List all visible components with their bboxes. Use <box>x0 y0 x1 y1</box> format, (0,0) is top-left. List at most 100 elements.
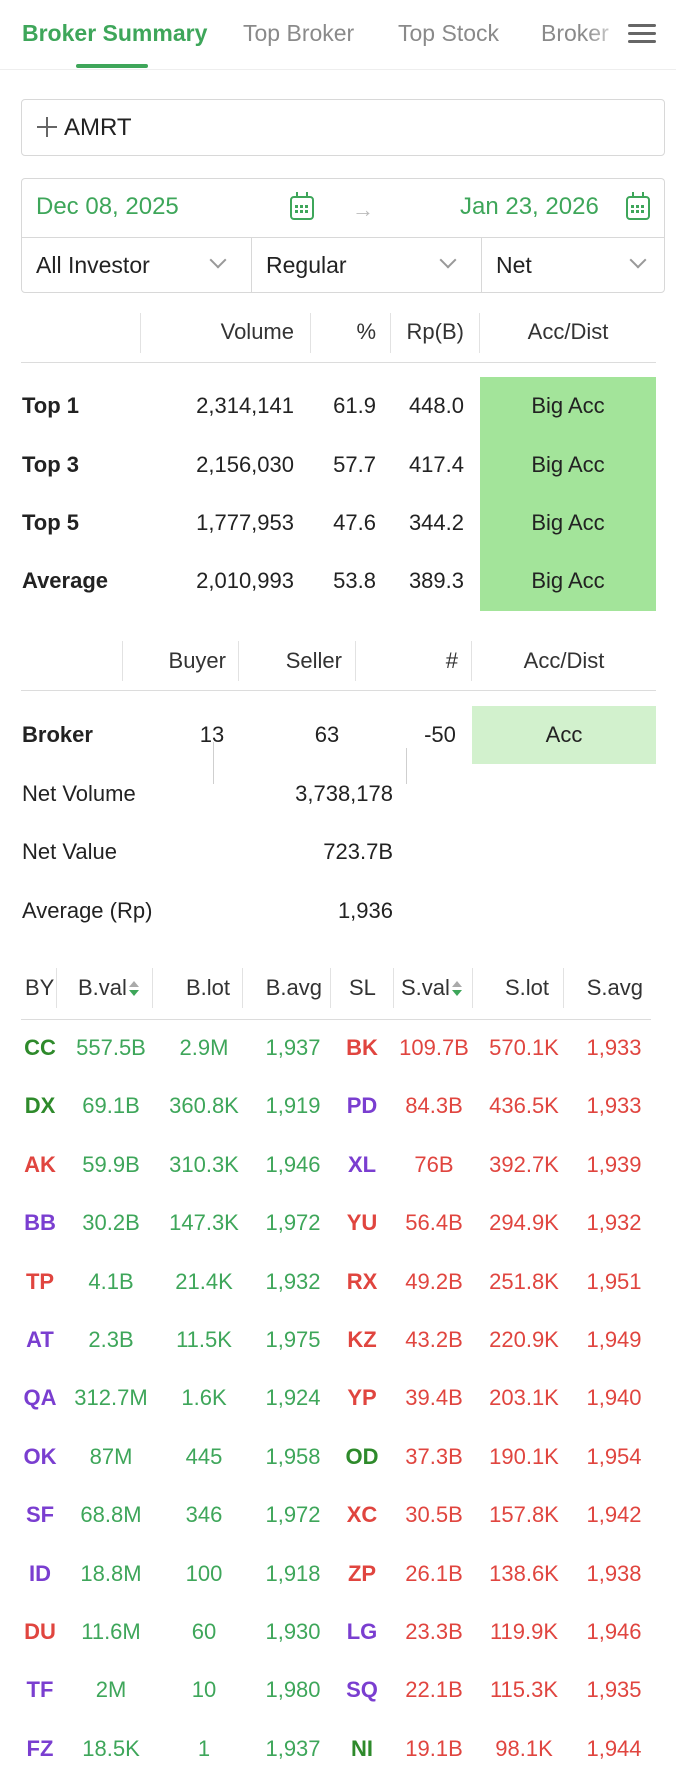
table-row[interactable]: AK 59.9B 310.3K 1,946 XL 76B 392.7K 1,939 <box>0 1152 676 1210</box>
sell-average: 1,944 <box>586 1735 642 1761</box>
buyer-broker-code[interactable]: DX <box>24 1093 56 1119</box>
date-to[interactable]: Jan 23, 2026 <box>460 193 599 220</box>
volume-value: 2,010,993 <box>196 568 294 593</box>
column-divider <box>471 641 472 681</box>
calendar-icon[interactable] <box>626 192 650 220</box>
seller-broker-code[interactable]: RX <box>346 1268 378 1294</box>
table-row[interactable]: DX 69.1B 360.8K 1,919 PD 84.3B 436.5K 1,933 <box>0 1093 676 1151</box>
buyer-broker-code[interactable]: DU <box>24 1619 56 1644</box>
date-from[interactable]: Dec 08, 2025 <box>36 193 179 220</box>
table-row[interactable]: CC 557.5B 2.9M 1,937 BK 109.7B 570.1K 1,933 <box>0 1035 676 1093</box>
accdist-value: Big Acc <box>531 510 605 535</box>
plus-icon <box>36 116 58 138</box>
column-divider <box>390 313 391 353</box>
seller-broker-code[interactable]: ZP <box>347 1560 377 1586</box>
market-select[interactable]: Regular <box>252 238 482 293</box>
buyer-broker-code[interactable]: QA <box>23 1385 57 1411</box>
buy-lot: 1 <box>197 1735 211 1761</box>
buy-value: 18.5K <box>82 1735 140 1761</box>
buyer-broker-code[interactable]: FZ <box>26 1735 54 1761</box>
header-bval[interactable]: B.val <box>78 975 139 1001</box>
buy-lot: 147.3K <box>169 1210 239 1236</box>
buy-average: 1,972 <box>265 1502 321 1528</box>
calendar-icon[interactable] <box>290 192 314 220</box>
table-row[interactable]: TF 2M 10 1,980 SQ 22.1B 115.3K 1,935 <box>0 1677 676 1735</box>
buyer-broker-code[interactable]: SF <box>25 1502 55 1528</box>
active-tab-indicator <box>76 64 148 68</box>
sell-lot: 190.1K <box>489 1443 559 1469</box>
column-divider <box>56 968 57 1008</box>
buy-value: 11.6M <box>81 1619 141 1644</box>
table-row[interactable]: BB 30.2B 147.3K 1,972 YU 56.4B 294.9K 1,932 <box>0 1210 676 1268</box>
sell-average: 1,942 <box>586 1502 642 1528</box>
tab-top-broker[interactable]: Top Broker <box>243 20 355 46</box>
seller-broker-code[interactable]: YU <box>346 1210 378 1236</box>
table-row[interactable]: QA 312.7M 1.6K 1,924 YP 39.4B 203.1K 1,940 <box>0 1385 676 1443</box>
header-accdist: Acc/Dist <box>523 648 605 673</box>
column-divider <box>563 968 564 1008</box>
seller-broker-code[interactable]: YP <box>347 1385 377 1411</box>
chevron-down-icon <box>629 251 647 269</box>
buy-value: 2M <box>95 1677 127 1703</box>
header-by: BY <box>25 975 55 1000</box>
buy-lot: 11.5K <box>176 1327 232 1352</box>
mode-select[interactable]: Net <box>482 238 666 293</box>
buy-lot: 310.3K <box>169 1151 239 1177</box>
investor-select[interactable]: All Investor <box>22 238 252 293</box>
stock-code: AMRT <box>64 114 132 141</box>
broker-label: Broker <box>22 722 93 747</box>
buyer-broker-code[interactable]: CC <box>24 1035 56 1060</box>
header-count: # <box>445 648 458 673</box>
table-row[interactable]: FZ 18.5K 1 1,937 NI 19.1B 98.1K 1,944 <box>0 1736 676 1784</box>
buy-value: 59.9B <box>82 1151 140 1177</box>
buyer-broker-code[interactable]: ID <box>29 1560 51 1586</box>
table-row[interactable]: AT 2.3B 11.5K 1,975 KZ 43.2B 220.9K 1,949 <box>0 1327 676 1385</box>
sell-value: 39.4B <box>405 1385 463 1411</box>
menu-icon[interactable] <box>628 24 656 46</box>
tab-top-stock[interactable]: Top Stock <box>398 20 499 46</box>
seller-count: 63 <box>314 722 340 747</box>
header-rp: Rp(B) <box>406 319 464 344</box>
column-divider <box>238 641 239 681</box>
acc-dist-highlight <box>472 706 656 764</box>
buyer-broker-code[interactable]: AT <box>26 1327 54 1352</box>
pct-value: 57.7 <box>333 452 376 477</box>
buyer-broker-code[interactable]: TP <box>25 1268 55 1294</box>
table-row[interactable]: SF 68.8M 346 1,972 XC 30.5B 157.8K 1,942 <box>0 1502 676 1560</box>
seller-broker-code[interactable]: PD <box>346 1093 378 1119</box>
accdist-value: Acc <box>545 722 583 747</box>
column-divider <box>152 968 153 1008</box>
sell-lot: 436.5K <box>489 1093 559 1119</box>
seller-broker-code[interactable]: NI <box>351 1735 373 1761</box>
table-row[interactable]: TP 4.1B 21.4K 1,932 RX 49.2B 251.8K 1,951 <box>0 1269 676 1327</box>
buyer-broker-code[interactable]: OK <box>23 1443 57 1469</box>
seller-broker-code[interactable]: XL <box>347 1151 377 1177</box>
rp-value: 344.2 <box>408 510 464 535</box>
tab-broker-summary[interactable]: Broker Summary <box>22 20 208 46</box>
buy-average: 1,937 <box>265 1035 321 1060</box>
net-value-value: 723.7B <box>323 839 393 864</box>
buy-average: 1,930 <box>265 1619 321 1644</box>
buyer-broker-code[interactable]: AK <box>24 1151 56 1177</box>
seller-broker-code[interactable]: LG <box>346 1619 378 1644</box>
accdist-value: Big Acc <box>531 452 605 477</box>
seller-broker-code[interactable]: OD <box>345 1443 379 1469</box>
header-sval[interactable]: S.val <box>401 975 462 1001</box>
volume-value: 2,314,141 <box>196 393 294 418</box>
buyer-broker-code[interactable]: BB <box>24 1210 56 1236</box>
column-divider <box>479 313 480 353</box>
average-value: 1,936 <box>337 898 393 923</box>
table-row[interactable]: ID 18.8M 100 1,918 ZP 26.1B 138.6K 1,938 <box>0 1561 676 1619</box>
table-row[interactable]: OK 87M 445 1,958 OD 37.3B 190.1K 1,954 <box>0 1444 676 1502</box>
buy-average: 1,975 <box>265 1327 321 1352</box>
stock-input[interactable]: AMRT <box>21 99 665 156</box>
sell-average: 1,946 <box>586 1619 642 1644</box>
seller-broker-code[interactable]: XC <box>346 1502 378 1528</box>
seller-broker-code[interactable]: SQ <box>346 1677 378 1703</box>
seller-broker-code[interactable]: KZ <box>347 1327 377 1352</box>
row-label: Top 5 <box>22 510 80 535</box>
buy-average: 1,932 <box>265 1268 321 1294</box>
table-row[interactable]: DU 11.6M 60 1,930 LG 23.3B 119.9K 1,946 <box>0 1619 676 1677</box>
buyer-broker-code[interactable]: TF <box>26 1677 54 1703</box>
seller-broker-code[interactable]: BK <box>346 1035 378 1060</box>
